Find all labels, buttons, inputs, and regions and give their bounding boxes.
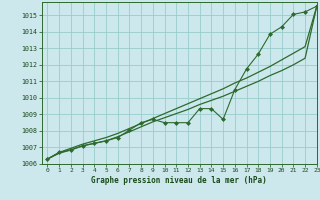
X-axis label: Graphe pression niveau de la mer (hPa): Graphe pression niveau de la mer (hPa) <box>91 176 267 185</box>
